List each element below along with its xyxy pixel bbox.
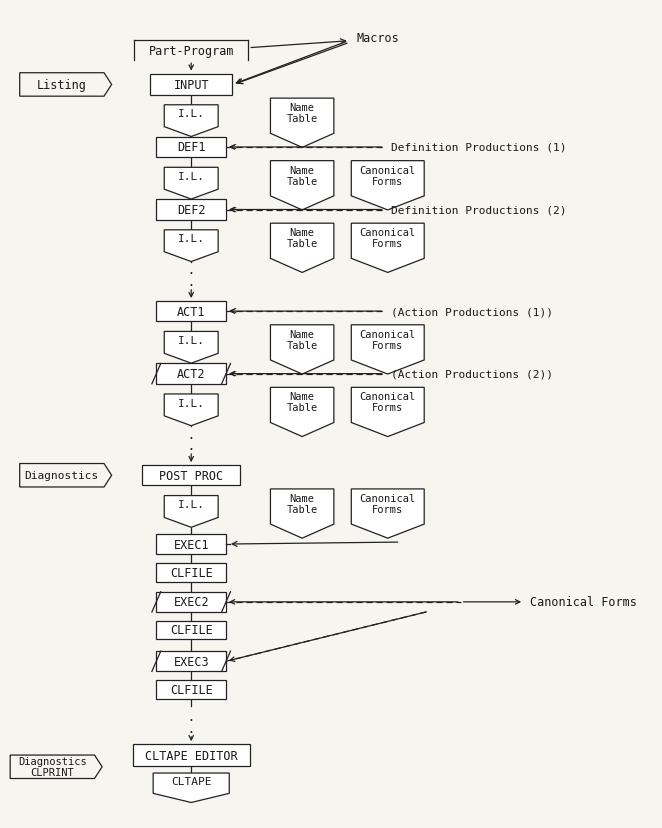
Text: Name
Table: Name Table (287, 166, 318, 186)
Bar (156, 592, 226, 612)
Text: <-: <- (229, 142, 243, 153)
Text: Diagnostics
CLPRINT: Diagnostics CLPRINT (18, 757, 87, 777)
Text: Canonical
Forms: Canonical Forms (359, 228, 416, 248)
Polygon shape (164, 496, 218, 527)
Polygon shape (164, 332, 218, 363)
Text: INPUT: INPUT (173, 79, 209, 92)
Polygon shape (352, 224, 424, 273)
Bar (150, 75, 232, 96)
Polygon shape (164, 230, 218, 262)
Text: Part-Program: Part-Program (148, 45, 234, 57)
Text: I.L.: I.L. (177, 398, 205, 408)
Text: .: . (189, 438, 194, 453)
Text: .: . (189, 720, 194, 735)
Polygon shape (271, 161, 334, 210)
Polygon shape (20, 74, 112, 97)
Text: .: . (189, 426, 194, 441)
Polygon shape (271, 99, 334, 148)
Bar (156, 301, 226, 322)
Text: ACT2: ACT2 (177, 368, 205, 381)
Polygon shape (352, 325, 424, 374)
Text: .: . (189, 274, 194, 289)
Text: <-: <- (229, 205, 243, 215)
Polygon shape (10, 755, 102, 778)
Text: Name
Table: Name Table (287, 228, 318, 248)
Bar (156, 621, 226, 639)
Text: (Action Productions (2)): (Action Productions (2)) (391, 369, 553, 379)
Polygon shape (271, 489, 334, 538)
Text: I.L.: I.L. (177, 234, 205, 244)
Text: CLFILE: CLFILE (170, 683, 213, 696)
Text: Canonical Forms: Canonical Forms (530, 595, 638, 609)
Polygon shape (20, 464, 112, 488)
Polygon shape (352, 161, 424, 210)
Text: CLFILE: CLFILE (170, 623, 213, 637)
Text: Name
Table: Name Table (287, 103, 318, 124)
Polygon shape (164, 106, 218, 137)
Text: Canonical
Forms: Canonical Forms (359, 392, 416, 412)
Bar (156, 200, 226, 220)
Text: EXEC3: EXEC3 (173, 655, 209, 668)
Text: I.L.: I.L. (177, 171, 205, 181)
Bar (156, 534, 226, 555)
Bar (156, 563, 226, 582)
Bar (156, 652, 226, 672)
Text: Name
Table: Name Table (287, 330, 318, 350)
Polygon shape (164, 168, 218, 200)
Text: Definition Productions (2): Definition Productions (2) (391, 205, 567, 215)
Text: EXEC2: EXEC2 (173, 595, 209, 609)
Text: Diagnostics: Diagnostics (24, 470, 99, 481)
Text: Name
Table: Name Table (287, 493, 318, 514)
Text: Canonical
Forms: Canonical Forms (359, 330, 416, 350)
Bar (132, 744, 250, 766)
Polygon shape (352, 489, 424, 538)
Text: Name
Table: Name Table (287, 392, 318, 412)
Text: ACT1: ACT1 (177, 306, 205, 318)
Bar (156, 680, 226, 699)
Polygon shape (352, 388, 424, 437)
Text: .: . (189, 709, 194, 724)
Polygon shape (271, 325, 334, 374)
Text: Canonical
Forms: Canonical Forms (359, 166, 416, 186)
Text: CLTAPE: CLTAPE (171, 776, 211, 786)
Text: Listing: Listing (37, 79, 87, 92)
Text: .: . (189, 262, 194, 277)
Polygon shape (153, 773, 229, 802)
Text: DEF1: DEF1 (177, 142, 205, 154)
Polygon shape (271, 388, 334, 437)
Text: Canonical
Forms: Canonical Forms (359, 493, 416, 514)
Polygon shape (164, 394, 218, 426)
Text: POST PROC: POST PROC (159, 469, 223, 482)
Text: I.L.: I.L. (177, 335, 205, 345)
Text: I.L.: I.L. (177, 109, 205, 119)
Text: CLTAPE EDITOR: CLTAPE EDITOR (145, 749, 238, 762)
Text: Macros: Macros (356, 32, 399, 45)
Polygon shape (271, 224, 334, 273)
Bar (156, 364, 226, 384)
Bar (156, 137, 226, 158)
Text: <-: <- (229, 306, 243, 317)
Bar (142, 465, 240, 486)
Text: Definition Productions (1): Definition Productions (1) (391, 142, 567, 153)
Text: <-: <- (229, 369, 243, 379)
Text: CLFILE: CLFILE (170, 566, 213, 579)
Text: EXEC1: EXEC1 (173, 538, 209, 551)
Text: (Action Productions (1)): (Action Productions (1)) (391, 306, 553, 317)
Text: I.L.: I.L. (177, 499, 205, 509)
Text: DEF2: DEF2 (177, 204, 205, 217)
